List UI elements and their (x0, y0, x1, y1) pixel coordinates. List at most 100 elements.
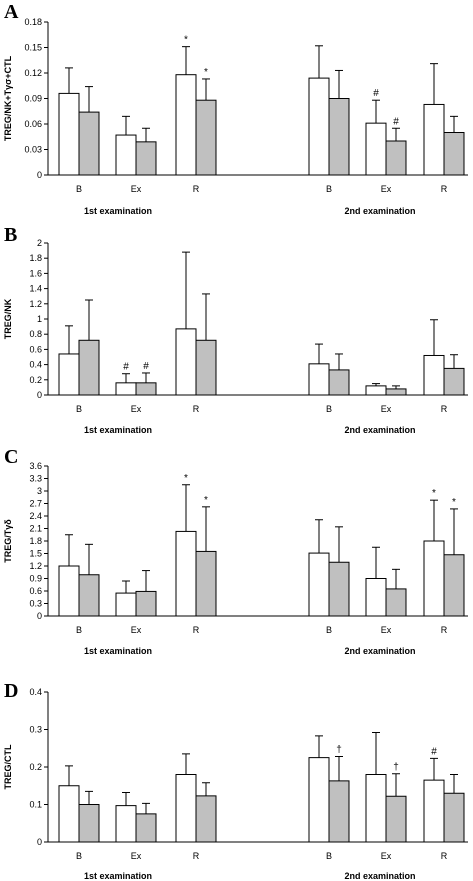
bar (79, 805, 99, 843)
bar (176, 75, 196, 175)
significance-mark: † (336, 745, 342, 756)
y-tick-label: 0.3 (29, 725, 42, 735)
x-category-label: B (76, 404, 82, 414)
bar (79, 112, 99, 175)
x-category-label: B (326, 184, 332, 194)
bar (116, 806, 136, 842)
x-category-label: R (193, 404, 200, 414)
bar (59, 566, 79, 616)
y-tick-label: 0.18 (24, 17, 42, 27)
y-tick-label: 0.1 (29, 800, 42, 810)
y-tick-label: 1.5 (29, 549, 42, 559)
y-tick-label: 1.8 (29, 253, 42, 263)
y-tick-label: 0.8 (29, 329, 42, 339)
bar (424, 355, 444, 395)
x-group-label: 1st examination (84, 206, 152, 216)
bar (329, 370, 349, 395)
x-category-label: B (326, 851, 332, 861)
y-axis-label: TREG/NK+Tγσ+CTL (3, 55, 13, 141)
bar (116, 593, 136, 616)
y-tick-label: 0.09 (24, 94, 42, 104)
y-tick-label: 0.2 (29, 375, 42, 385)
bar (329, 781, 349, 842)
significance-mark: # (393, 116, 399, 127)
bar (116, 383, 136, 395)
y-axis-label: TREG/Tγδ (3, 519, 13, 563)
x-group-label: 2nd examination (344, 206, 415, 216)
y-tick-label: 0 (37, 611, 42, 621)
y-tick-label: 0.6 (29, 344, 42, 354)
bar (176, 531, 196, 616)
x-category-label: Ex (381, 184, 392, 194)
significance-mark: # (373, 88, 379, 99)
y-tick-label: 0 (37, 170, 42, 180)
y-tick-label: 0.15 (24, 43, 42, 53)
bar (444, 368, 464, 395)
x-category-label: R (441, 404, 448, 414)
bar (309, 364, 329, 395)
y-tick-label: 1.2 (29, 561, 42, 571)
bar (309, 553, 329, 616)
x-group-label: 2nd examination (344, 871, 415, 881)
chart-panel-B: B 0 0.2 0.4 0.6 0.8 1 1.2 1.4 1.6 1.8 2 TREG/NK # # B Ex… (3, 224, 468, 435)
x-category-label: Ex (131, 404, 142, 414)
bar (59, 786, 79, 842)
y-tick-label: 1.4 (29, 284, 42, 294)
panel-title: B (4, 224, 17, 246)
y-tick-label: 2 (37, 238, 42, 248)
bar (444, 133, 464, 176)
panel-title: C (4, 446, 18, 468)
significance-mark: * (204, 495, 208, 506)
bar (176, 775, 196, 843)
y-tick-label: 0.12 (24, 68, 42, 78)
significance-mark: * (184, 473, 188, 484)
x-category-label: R (193, 851, 200, 861)
significance-mark: # (143, 361, 149, 372)
bar (79, 340, 99, 395)
x-group-label: 1st examination (84, 871, 152, 881)
bar (424, 780, 444, 842)
bar (59, 354, 79, 395)
bar (79, 575, 99, 616)
significance-mark: * (432, 488, 436, 499)
bar (196, 340, 216, 395)
y-tick-label: 0 (37, 390, 42, 400)
x-category-label: B (326, 625, 332, 635)
bar (329, 99, 349, 176)
bar (329, 562, 349, 616)
bar (196, 796, 216, 842)
y-tick-label: 1.2 (29, 299, 42, 309)
y-tick-label: 0.3 (29, 599, 42, 609)
panel-title: A (4, 1, 19, 23)
x-category-label: R (441, 851, 448, 861)
bar (424, 541, 444, 616)
panel-title: D (4, 680, 18, 702)
chart-panel-D: D 0 0.1 0.2 0.3 0.4 TREG/CTL # † † B Ex R B Ex R 1st exa… (3, 680, 468, 881)
bar (366, 386, 386, 395)
x-category-label: Ex (131, 625, 142, 635)
bar (386, 389, 406, 395)
bar (366, 775, 386, 843)
x-category-label: R (193, 184, 200, 194)
bar (116, 135, 136, 175)
x-category-label: R (441, 184, 448, 194)
bar (136, 142, 156, 175)
bar (444, 793, 464, 842)
y-tick-label: 2.7 (29, 499, 42, 509)
bar (196, 100, 216, 175)
x-group-label: 2nd examination (344, 646, 415, 656)
y-tick-label: 0.9 (29, 574, 42, 584)
bar (136, 814, 156, 842)
y-tick-label: 3.6 (29, 461, 42, 471)
y-tick-label: 0.6 (29, 586, 42, 596)
bar (309, 758, 329, 842)
significance-mark: # (123, 362, 129, 373)
bar (386, 796, 406, 842)
y-tick-label: 1 (37, 314, 42, 324)
significance-mark: * (452, 497, 456, 508)
y-axis-label: TREG/CTL (3, 744, 13, 789)
significance-mark: † (393, 762, 399, 773)
x-category-label: Ex (381, 404, 392, 414)
bar (386, 141, 406, 175)
y-tick-label: 3.3 (29, 474, 42, 484)
